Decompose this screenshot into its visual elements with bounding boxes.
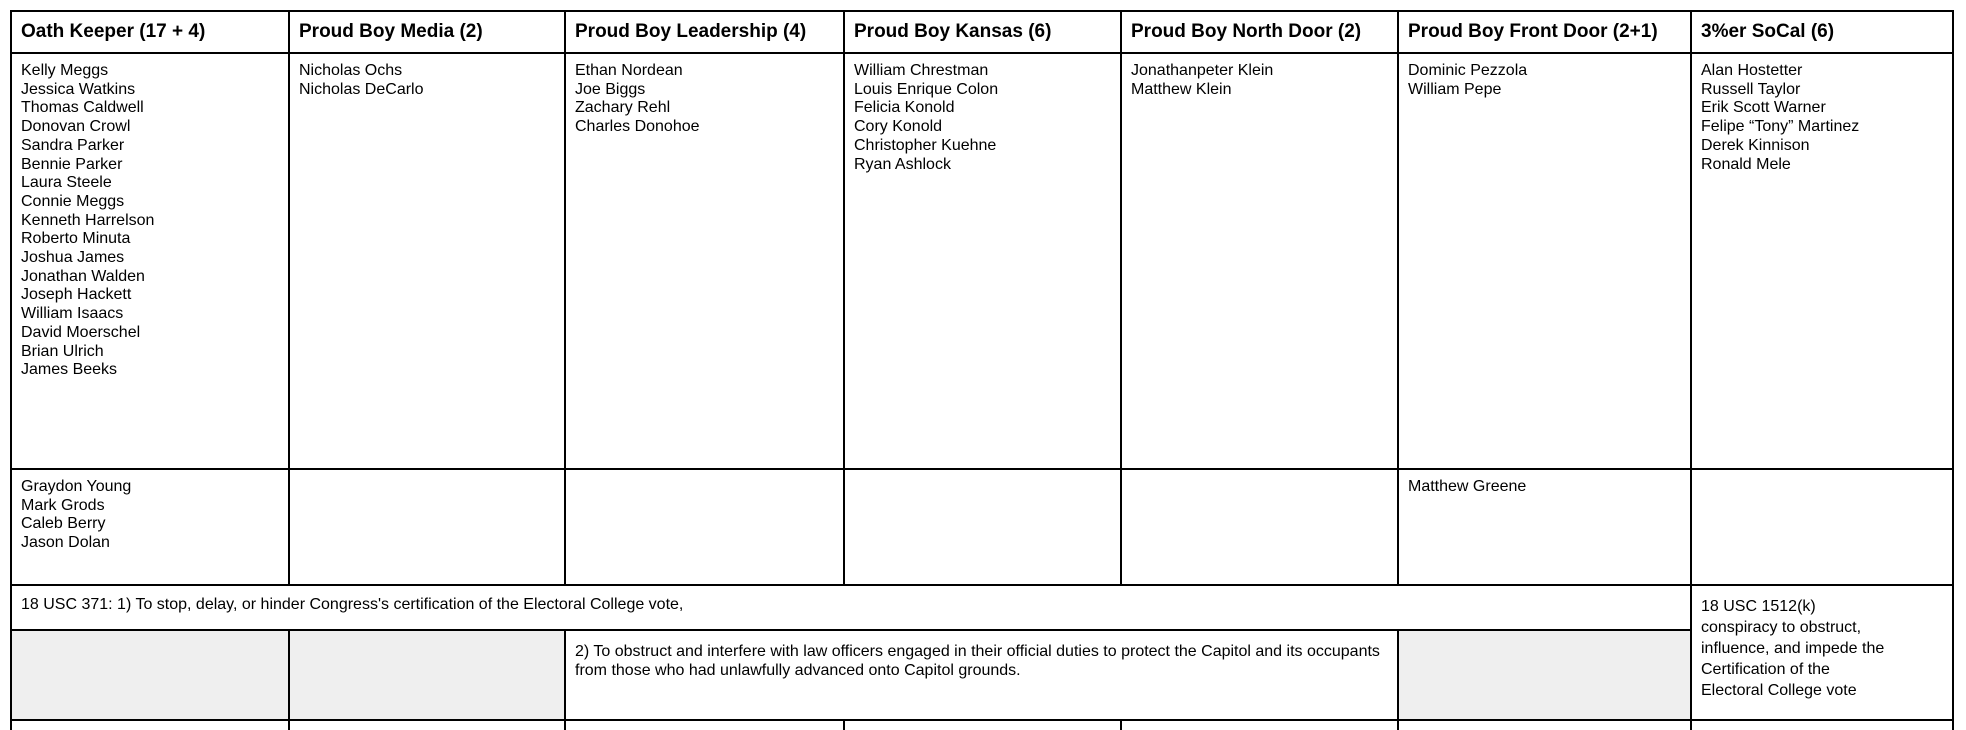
members-proud-boy-kansas: William Chrestman Louis Enrique Colon Fe… [843, 52, 1122, 470]
column-header-3percenter-socal: 3%er SoCal (6) [1690, 10, 1954, 54]
charge-row-2: 2) To obstruct and interfere with law of… [10, 629, 1953, 721]
charge-18-usc-1512k-text: 18 USC 1512(k) conspiracy to obstruct, i… [1701, 598, 1885, 699]
shaded-cell [10, 629, 290, 721]
members-secondary-proud-boy-media [288, 468, 566, 586]
empty-cell [1690, 719, 1954, 730]
shaded-cell [1397, 629, 1692, 721]
empty-cell [1120, 719, 1399, 730]
empty-cell [1397, 719, 1692, 730]
empty-cell [843, 719, 1122, 730]
members-oath-keeper: Kelly Meggs Jessica Watkins Thomas Caldw… [10, 52, 290, 470]
members-main-row: Kelly Meggs Jessica Watkins Thomas Caldw… [10, 52, 1954, 470]
members-secondary-proud-boy-north-door [1120, 468, 1399, 586]
charge-obstruct-officers: 2) To obstruct and interfere with law of… [564, 629, 1399, 721]
charge-18-usc-1512k: 18 USC 1512(k) conspiracy to obstruct, i… [1690, 584, 1954, 721]
column-header-proud-boy-kansas: Proud Boy Kansas (6) [843, 10, 1122, 54]
empty-cell [564, 719, 845, 730]
members-3percenter-socal: Alan Hostetter Russell Taylor Erik Scott… [1690, 52, 1954, 470]
bottom-row [10, 719, 1954, 730]
members-secondary-proud-boy-front-door: Matthew Greene [1397, 468, 1692, 586]
members-secondary-oath-keeper: Graydon Young Mark Grods Caleb Berry Jas… [10, 468, 290, 586]
charge-18-usc-371: 18 USC 371: 1) To stop, delay, or hinder… [10, 584, 1692, 631]
column-header-proud-boy-leadership: Proud Boy Leadership (4) [564, 10, 845, 54]
members-proud-boy-north-door: Jonathanpeter Klein Matthew Klein [1120, 52, 1399, 470]
column-header-proud-boy-front-door: Proud Boy Front Door (2+1) [1397, 10, 1692, 54]
column-header-proud-boy-north-door: Proud Boy North Door (2) [1120, 10, 1399, 54]
members-secondary-row: Graydon Young Mark Grods Caleb Berry Jas… [10, 468, 1954, 586]
charge-row-1: 18 USC 371: 1) To stop, delay, or hinder… [10, 584, 1954, 721]
conspiracy-groups-table: Oath Keeper (17 + 4) Proud Boy Media (2)… [10, 10, 1954, 730]
members-proud-boy-leadership: Ethan Nordean Joe Biggs Zachary Rehl Cha… [564, 52, 845, 470]
column-header-proud-boy-media: Proud Boy Media (2) [288, 10, 566, 54]
members-secondary-proud-boy-leadership [564, 468, 845, 586]
members-proud-boy-media: Nicholas Ochs Nicholas DeCarlo [288, 52, 566, 470]
column-header-oath-keeper: Oath Keeper (17 + 4) [10, 10, 290, 54]
members-secondary-3percenter-socal [1690, 468, 1954, 586]
empty-cell [288, 719, 566, 730]
header-row: Oath Keeper (17 + 4) Proud Boy Media (2)… [10, 10, 1954, 54]
members-proud-boy-front-door: Dominic Pezzola William Pepe [1397, 52, 1692, 470]
empty-cell [10, 719, 290, 730]
members-secondary-proud-boy-kansas [843, 468, 1122, 586]
shaded-cell [288, 629, 566, 721]
